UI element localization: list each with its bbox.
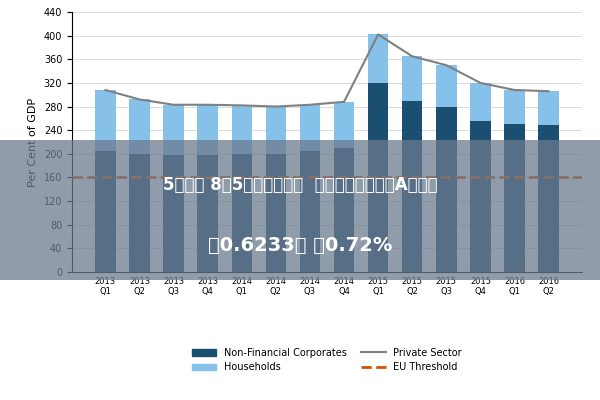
- Bar: [232, 105, 252, 154]
- Bar: [300, 105, 320, 151]
- Bar: [538, 126, 559, 272]
- Bar: [95, 151, 116, 272]
- Bar: [538, 91, 559, 126]
- Text: 兤0.6233， 跳0.72%: 兤0.6233， 跳0.72%: [208, 236, 392, 254]
- Bar: [232, 154, 252, 272]
- Bar: [470, 121, 491, 272]
- Bar: [95, 90, 116, 151]
- Bar: [266, 106, 286, 154]
- Bar: [129, 154, 150, 272]
- Bar: [436, 106, 457, 272]
- Bar: [163, 155, 184, 272]
- Bar: [197, 155, 218, 272]
- Text: 5倍杠杆 8月5日基金净値：  工銀战略远见混合A最新净: 5倍杠杆 8月5日基金净値： 工銀战略远见混合A最新净: [163, 176, 437, 194]
- Bar: [334, 148, 354, 272]
- Bar: [368, 83, 388, 272]
- Bar: [504, 124, 525, 272]
- Bar: [129, 100, 150, 154]
- Bar: [300, 151, 320, 272]
- Bar: [266, 154, 286, 272]
- Bar: [197, 105, 218, 155]
- Bar: [402, 101, 422, 272]
- Bar: [163, 105, 184, 155]
- Bar: [368, 34, 388, 83]
- Legend: Non-Financial Corporates, Households, Private Sector, EU Threshold: Non-Financial Corporates, Households, Pr…: [188, 344, 466, 376]
- Bar: [504, 90, 525, 124]
- Y-axis label: Per Cent of GDP: Per Cent of GDP: [28, 98, 38, 186]
- Bar: [470, 83, 491, 121]
- Bar: [334, 102, 354, 148]
- Bar: [436, 65, 457, 106]
- Bar: [402, 56, 422, 101]
